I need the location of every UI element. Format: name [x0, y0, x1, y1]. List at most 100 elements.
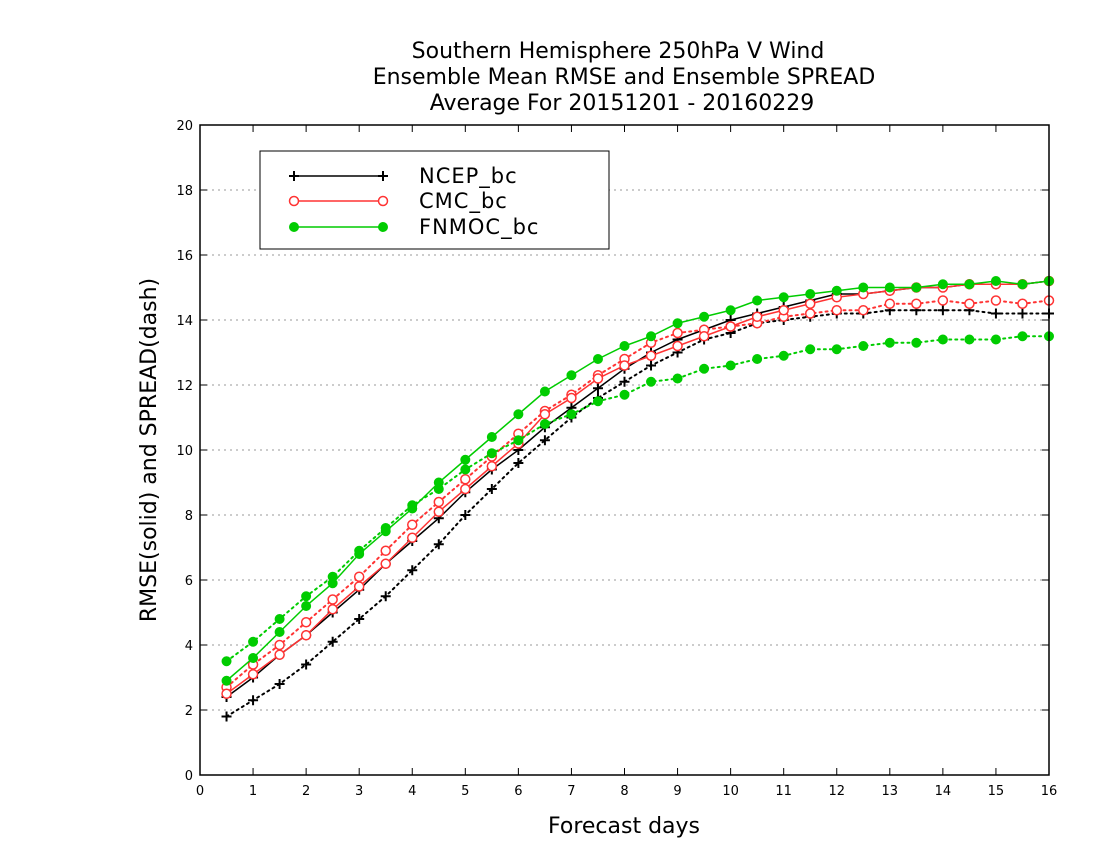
series-layer: [221, 275, 1055, 722]
point-ncep-bc-rmse-14: [592, 383, 603, 394]
x-tick-label-0: 0: [196, 784, 204, 799]
y-tick-label-8: 8: [185, 509, 193, 524]
legend-marker-end-cmc-bc: [377, 195, 389, 207]
point-fnmoc-bc-rmse-29: [990, 276, 1001, 286]
legend-box: [259, 150, 610, 250]
y-tick-label-12: 12: [176, 379, 193, 394]
point-fnmoc-bc-rmse-8: [433, 477, 444, 488]
point-cmc-bc-rmse-12: [539, 409, 551, 420]
point-fnmoc-bc-spread-25: [884, 337, 895, 348]
point-ncep-bc-spread-29: [990, 308, 1001, 319]
legend-marker-end-ncep-bc: [378, 171, 388, 181]
point-cmc-bc-spread-24: [858, 305, 869, 316]
point-fnmoc-bc-rmse-10: [486, 432, 497, 442]
point-cmc-bc-spread-29: [990, 295, 1002, 306]
legend-marker-end-fnmoc-bc: [378, 222, 388, 232]
point-fnmoc-bc-rmse-3: [301, 601, 312, 611]
point-cmc-bc-rmse-2: [274, 649, 285, 660]
point-cmc-bc-rmse-0: [221, 688, 232, 699]
point-ncep-bc-spread-4: [327, 636, 338, 647]
point-cmc-bc-spread-26: [911, 298, 922, 309]
point-fnmoc-bc-rmse-19: [725, 305, 736, 316]
point-fnmoc-bc-spread-17: [672, 373, 683, 384]
point-ncep-bc-spread-12: [539, 435, 550, 446]
y-axis-label: RMSE(solid) and SPREAD(dash): [137, 278, 162, 622]
point-fnmoc-bc-rmse-4: [327, 578, 338, 589]
point-fnmoc-bc-rmse-11: [513, 409, 524, 420]
x-axis-label: Forecast days: [548, 814, 700, 839]
point-cmc-bc-rmse-10: [486, 461, 498, 472]
point-ncep-bc-spread-1: [248, 695, 259, 706]
point-cmc-bc-rmse-15: [619, 360, 630, 371]
point-cmc-bc-spread-3: [300, 617, 312, 628]
point-ncep-bc-spread-7: [407, 565, 418, 576]
line-cmc-bc-spread: [225, 299, 1050, 689]
y-tick-label-16: 16: [176, 249, 193, 264]
x-tick-label-11: 11: [775, 784, 792, 799]
point-fnmoc-bc-rmse-14: [592, 354, 603, 364]
point-fnmoc-bc-rmse-30: [1017, 279, 1028, 290]
y-tick-label-2: 2: [185, 704, 193, 719]
point-fnmoc-bc-spread-9: [460, 464, 471, 475]
x-tick-label-14: 14: [935, 784, 952, 799]
x-tick-label-10: 10: [722, 784, 739, 799]
point-ncep-bc-spread-0: [221, 711, 232, 722]
point-ncep-bc-spread-6: [380, 591, 391, 602]
y-tick-label-10: 10: [176, 444, 193, 459]
legend-entry-fnmoc-bc: FNMOC_bc: [289, 215, 538, 240]
point-ncep-bc-spread-11: [513, 458, 524, 468]
point-fnmoc-bc-rmse-2: [274, 627, 285, 637]
point-fnmoc-bc-rmse-15: [619, 341, 630, 351]
x-tick-label-1: 1: [249, 784, 257, 799]
point-cmc-bc-rmse-3: [300, 630, 312, 641]
point-fnmoc-bc-spread-26: [911, 337, 922, 348]
point-cmc-bc-spread-30: [1017, 298, 1028, 309]
x-tick-label-16: 16: [1041, 784, 1058, 799]
point-cmc-bc-spread-8: [433, 496, 445, 508]
point-fnmoc-bc-rmse-28: [964, 279, 975, 290]
point-fnmoc-bc-rmse-24: [858, 282, 869, 293]
point-cmc-bc-rmse-9: [460, 483, 471, 495]
x-tick-label-4: 4: [408, 784, 416, 799]
point-cmc-bc-spread-9: [460, 474, 471, 485]
point-fnmoc-bc-spread-14: [592, 396, 603, 407]
point-fnmoc-bc-spread-11: [513, 435, 524, 446]
y-tick-label-18: 18: [176, 184, 193, 199]
point-fnmoc-bc-spread-24: [858, 341, 869, 351]
point-fnmoc-bc-spread-10: [486, 448, 497, 459]
point-ncep-bc-spread-2: [274, 679, 285, 689]
legend-marker-start-cmc-bc: [288, 195, 300, 207]
point-cmc-bc-rmse-17: [672, 340, 683, 352]
point-cmc-bc-spread-17: [672, 327, 683, 339]
point-cmc-bc-rmse-6: [380, 558, 391, 569]
point-fnmoc-bc-spread-13: [566, 409, 577, 420]
point-fnmoc-bc-rmse-9: [460, 454, 471, 465]
point-fnmoc-bc-rmse-26: [911, 282, 922, 293]
point-fnmoc-bc-rmse-23: [831, 285, 842, 296]
y-tick-label-0: 0: [185, 769, 193, 784]
x-tick-label-2: 2: [302, 784, 310, 799]
x-tick-label-8: 8: [620, 784, 628, 799]
point-fnmoc-bc-spread-0: [221, 656, 232, 667]
x-tick-label-9: 9: [673, 784, 681, 799]
point-cmc-bc-rmse-22: [804, 298, 816, 309]
point-fnmoc-bc-rmse-27: [937, 279, 948, 290]
legend-marker-start-fnmoc-bc: [289, 222, 299, 232]
point-fnmoc-bc-rmse-21: [778, 292, 789, 303]
point-cmc-bc-rmse-21: [778, 305, 789, 316]
point-fnmoc-bc-spread-20: [752, 354, 763, 364]
series-ncep-bc-spread: [221, 305, 1054, 722]
point-fnmoc-bc-spread-30: [1017, 331, 1028, 342]
point-cmc-bc-spread-27: [937, 295, 949, 306]
y-tick-label-20: 20: [176, 119, 193, 134]
point-cmc-bc-spread-4: [327, 594, 338, 605]
point-fnmoc-bc-spread-2: [274, 614, 285, 624]
point-fnmoc-bc-spread-21: [778, 350, 789, 361]
x-tick-label-15: 15: [988, 784, 1005, 799]
line-ncep-bc-rmse: [226, 280, 1050, 698]
x-tick-label-13: 13: [882, 784, 899, 799]
point-fnmoc-bc-rmse-13: [566, 370, 577, 381]
point-cmc-bc-spread-23: [831, 305, 842, 316]
